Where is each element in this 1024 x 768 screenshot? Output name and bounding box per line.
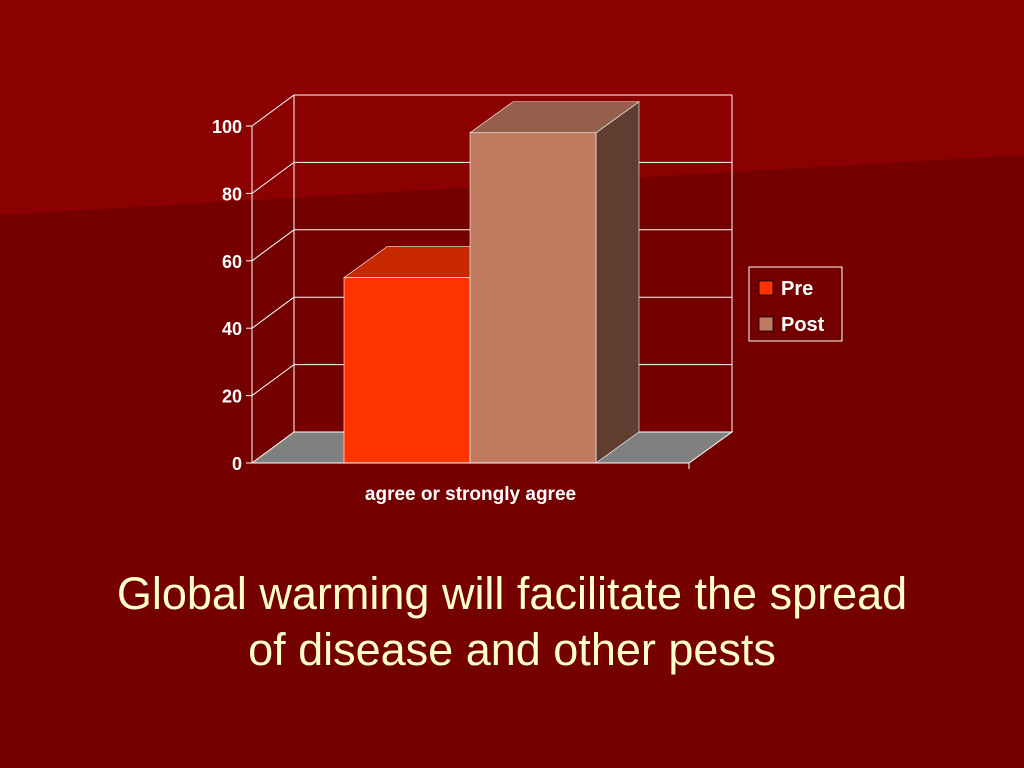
gridline-side xyxy=(251,161,295,194)
bar-side-face xyxy=(595,101,640,464)
gridline-side xyxy=(251,296,295,329)
y-tick-label: 40 xyxy=(222,319,242,339)
y-tick-label: 0 xyxy=(232,454,242,474)
bar-post xyxy=(469,101,640,464)
y-tick-label: 60 xyxy=(222,252,242,272)
slide-title-line-2: of disease and other pests xyxy=(248,624,776,675)
legend-box xyxy=(748,266,843,342)
legend-label-post: Post xyxy=(781,314,825,336)
chart-bars xyxy=(343,101,640,464)
legend-swatch-pre xyxy=(758,280,774,296)
y-tick-label: 20 xyxy=(222,387,242,407)
gridline-side xyxy=(251,364,295,397)
legend-swatch-post xyxy=(758,316,774,332)
slide-title: Global warming will facilitate the sprea… xyxy=(30,566,994,678)
gridline-side xyxy=(251,94,295,127)
gridline-side xyxy=(251,229,295,262)
y-axis: 0 20 40 60 80 100 xyxy=(212,117,253,474)
slide-title-line-1: Global warming will facilitate the sprea… xyxy=(116,568,908,619)
x-category-label: agree or strongly agree xyxy=(365,484,576,505)
y-tick-label: 80 xyxy=(222,184,242,204)
chart-legend: Pre Post xyxy=(748,266,843,342)
x-axis: agree or strongly agree xyxy=(252,462,690,505)
bar-chart: 0 20 40 60 80 100 agree or strongly agree Pre… xyxy=(212,94,843,505)
y-tick-label: 100 xyxy=(212,117,242,137)
legend-label-pre: Pre xyxy=(781,278,813,300)
bar-front-face xyxy=(343,277,471,464)
bar-front-face xyxy=(469,132,597,464)
